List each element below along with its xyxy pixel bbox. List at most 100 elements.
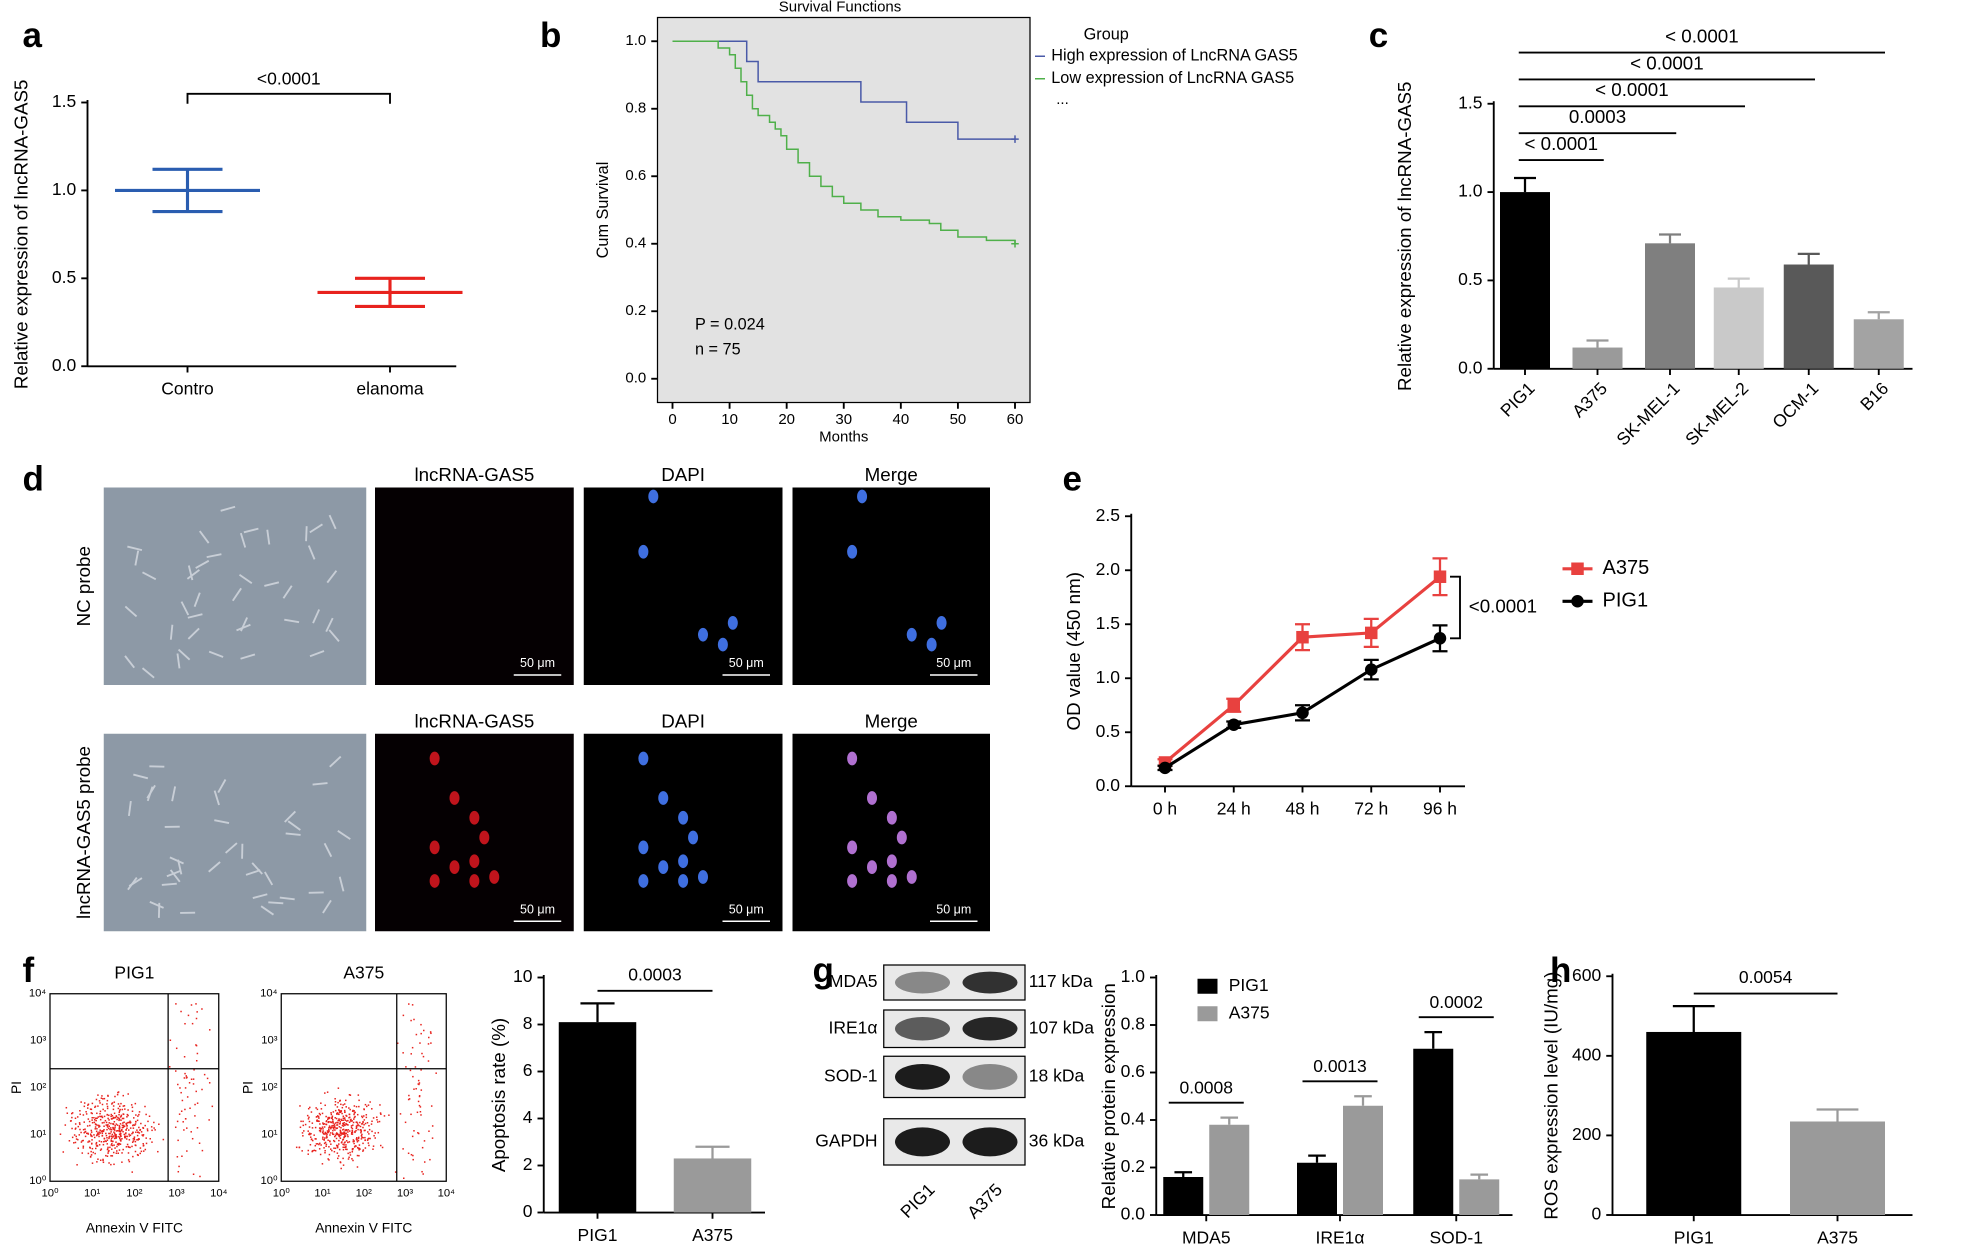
y-tick-label: 1.0 — [625, 32, 646, 49]
flow-event — [336, 1112, 339, 1114]
flow-event — [359, 1129, 362, 1131]
flow-event — [201, 1088, 203, 1091]
flow-event — [358, 1099, 360, 1102]
flow-event — [118, 1129, 121, 1132]
nucleus — [429, 751, 440, 766]
bar — [1296, 1162, 1337, 1215]
flow-event — [95, 1143, 97, 1145]
flow-event — [354, 1130, 356, 1133]
flow-event — [308, 1126, 311, 1128]
flow-event — [355, 1105, 358, 1108]
flow-event — [122, 1122, 124, 1124]
flow-event — [405, 1066, 407, 1068]
flow-event — [334, 1122, 337, 1124]
flow-event — [98, 1100, 101, 1102]
flow-event — [331, 1132, 334, 1134]
flow-event — [131, 1141, 134, 1143]
flow-event — [379, 1104, 381, 1106]
flow-event — [70, 1112, 73, 1115]
significance-bracket — [1449, 575, 1461, 640]
cell — [329, 755, 342, 768]
flow-event — [124, 1108, 126, 1110]
flow-event — [366, 1139, 369, 1142]
flow-event — [314, 1149, 317, 1152]
flow-event — [87, 1103, 90, 1106]
flow-event — [333, 1140, 336, 1143]
flow-event — [131, 1106, 134, 1109]
flow-event — [347, 1158, 350, 1160]
flow-event — [339, 1122, 341, 1125]
flow-event — [371, 1130, 373, 1133]
flow-event — [69, 1120, 72, 1122]
flow-event — [334, 1126, 336, 1129]
flow-event — [375, 1116, 378, 1118]
flow-event — [95, 1145, 98, 1147]
flow-event — [129, 1120, 131, 1123]
nucleus — [688, 830, 699, 845]
flow-event — [179, 1087, 181, 1089]
flow-event — [125, 1123, 128, 1126]
flow-event — [114, 1137, 117, 1139]
flow-event — [136, 1134, 139, 1137]
x-tick-label: Contro — [161, 379, 214, 399]
flow-event — [110, 1137, 113, 1139]
legend-marker — [1571, 562, 1584, 575]
flow-event — [126, 1127, 128, 1129]
flow-event — [120, 1129, 122, 1132]
flow-event — [100, 1148, 103, 1150]
flow-event — [344, 1141, 346, 1143]
flow-event — [121, 1117, 124, 1120]
flow-event — [361, 1133, 363, 1136]
cell — [260, 905, 275, 916]
flow-event — [106, 1155, 109, 1157]
flow-event — [124, 1136, 127, 1139]
flow-event — [358, 1147, 361, 1150]
legend-swatch — [1197, 978, 1218, 994]
fluorescence-image — [583, 487, 783, 685]
x-tick-label: 10 — [721, 411, 738, 428]
flow-event — [99, 1132, 101, 1134]
flow-event — [138, 1126, 140, 1129]
x-tick-label: 10¹ — [84, 1188, 101, 1200]
column-label: Merge — [865, 464, 918, 485]
flow-event — [345, 1106, 347, 1108]
flow-event — [84, 1130, 87, 1133]
flow-event — [346, 1134, 349, 1136]
y-tick-label: 0.8 — [1121, 1014, 1145, 1034]
flow-event — [190, 1078, 193, 1081]
legend-note: ... — [1056, 91, 1069, 108]
flow-event — [319, 1127, 322, 1130]
marker — [1296, 706, 1309, 720]
size-label: 36 kDa — [1029, 1131, 1085, 1151]
flow-event — [89, 1133, 92, 1135]
flow-event — [338, 1126, 341, 1128]
flow-event — [311, 1139, 314, 1142]
flow-event — [304, 1123, 307, 1126]
flow-event — [338, 1148, 341, 1151]
flow-event — [137, 1115, 139, 1117]
significance-label: 0.0054 — [1739, 967, 1793, 987]
y-tick-label: 1.5 — [1458, 92, 1482, 112]
flow-event — [357, 1094, 360, 1096]
flow-event — [320, 1108, 323, 1110]
flow-event — [190, 1004, 193, 1006]
band — [895, 1017, 950, 1041]
flow-event — [118, 1118, 121, 1120]
flow-event — [308, 1120, 311, 1123]
flow-event — [427, 1043, 430, 1045]
flow-event — [142, 1144, 145, 1147]
flow-event — [139, 1152, 141, 1155]
flow-event — [307, 1153, 309, 1155]
flow-event — [337, 1155, 340, 1157]
marker — [1433, 632, 1447, 645]
significance-label: 0.0013 — [1313, 1056, 1367, 1076]
flow-event — [362, 1136, 364, 1139]
cell — [309, 650, 325, 658]
flow-event — [356, 1138, 358, 1141]
flow-event — [394, 1171, 397, 1173]
flow-event — [122, 1105, 125, 1107]
flow-event — [343, 1103, 346, 1105]
x-tick-label: MDA5 — [1182, 1227, 1231, 1247]
flow-event — [420, 1114, 422, 1116]
flow-event — [342, 1125, 345, 1127]
